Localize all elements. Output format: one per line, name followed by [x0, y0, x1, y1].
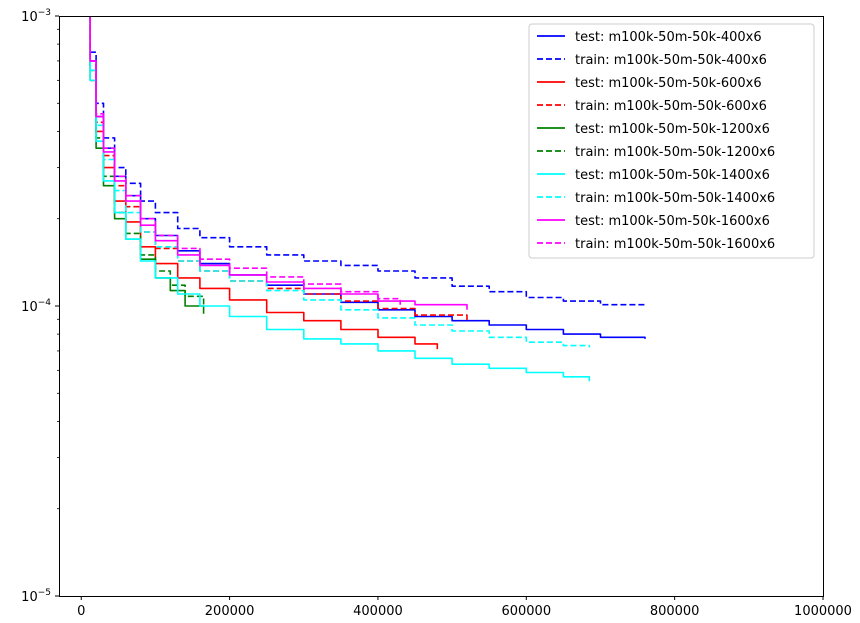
legend-box — [528, 23, 815, 259]
legend-label-2: test: m100k-50m-50k-600x6 — [575, 76, 762, 91]
legend-label-8: test: m100k-50m-50k-1600x6 — [575, 214, 770, 229]
x-tick-label-3: 600000 — [501, 604, 551, 619]
legend-label-1: train: m100k-50m-50k-400x6 — [575, 53, 767, 68]
legend-label-9: train: m100k-50m-50k-1600x6 — [575, 237, 775, 252]
legend-label-0: test: m100k-50m-50k-400x6 — [575, 30, 762, 45]
series-line-1 — [89, 16, 646, 306]
series-line-6 — [89, 16, 591, 382]
series-layer — [89, 16, 646, 382]
legend-label-5: train: m100k-50m-50k-1200x6 — [575, 145, 775, 160]
legend: test: m100k-50m-50k-400x6 train: m100k-50… — [528, 23, 815, 259]
legend-label-7: train: m100k-50m-50k-1400x6 — [575, 191, 775, 206]
plot-frame — [59, 16, 824, 597]
series-line-4 — [89, 16, 205, 314]
series-line-9 — [89, 16, 401, 305]
legend-label-4: test: m100k-50m-50k-1200x6 — [575, 122, 770, 137]
x-tick-label-1: 200000 — [205, 604, 255, 619]
legend-label-6: test: m100k-50m-50k-1400x6 — [575, 168, 770, 183]
y-tick-label-0: 10−5 — [21, 588, 51, 605]
y-tick-label-2: 10−3 — [21, 8, 51, 25]
x-tick-label-2: 400000 — [353, 604, 403, 619]
series-line-7 — [89, 16, 591, 348]
x-tick-label-0: 0 — [77, 604, 85, 619]
x-tick-label-4: 800000 — [650, 604, 700, 619]
x-axis: 0 200000 400000 600000 800000 1000000 — [77, 596, 852, 619]
series-line-8 — [89, 16, 468, 310]
legend-label-3: train: m100k-50m-50k-600x6 — [575, 99, 767, 114]
y-axis: 10−5 10−4 10−3 — [21, 8, 59, 605]
series-line-3 — [89, 16, 468, 323]
y-tick-label-1: 10−4 — [21, 298, 51, 315]
x-tick-label-5: 1000000 — [794, 604, 852, 619]
